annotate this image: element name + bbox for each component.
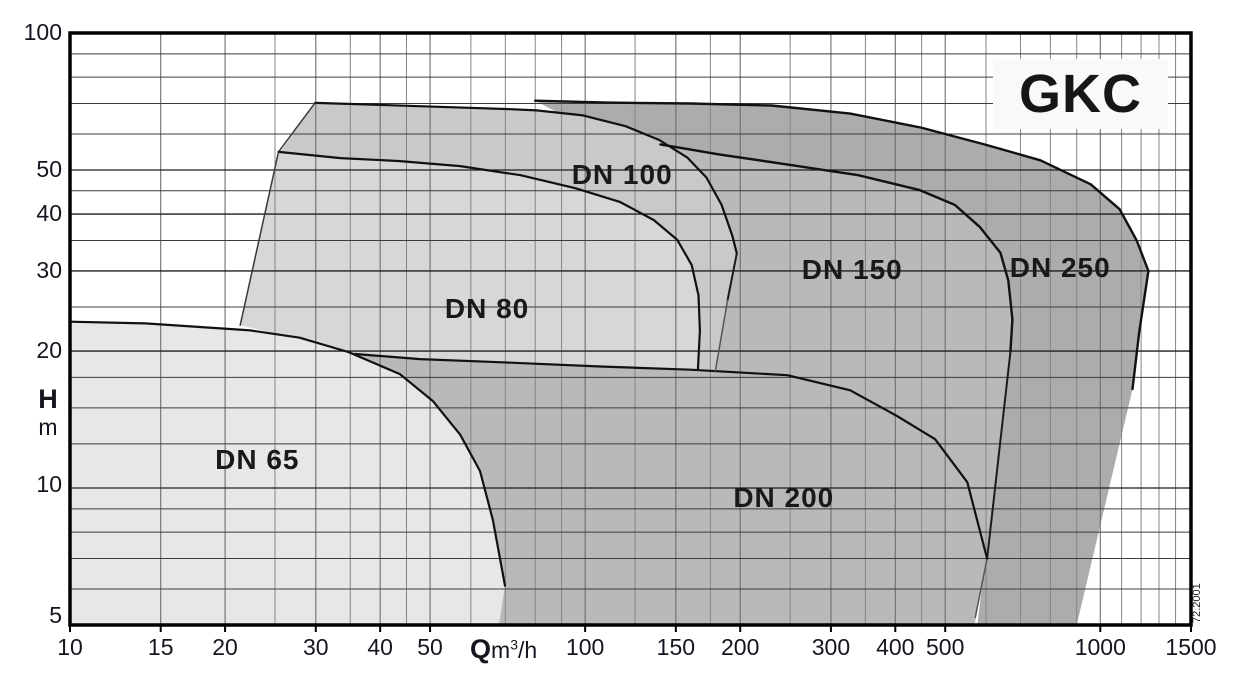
region-boundary-dn200 [354,352,989,560]
plot-frame [68,31,1193,627]
region-boundary-dn100 [277,102,316,153]
region-fill-dn200 [355,354,988,625]
region-fill-dn65 [70,321,505,625]
region-boundary-dn100 [726,252,738,301]
region-boundary-dn150 [974,557,988,618]
region-boundary-dn100 [313,101,738,255]
region-boundary-dn150 [986,351,1012,560]
region-boundary-dn80 [239,151,280,326]
region-boundary-dn65 [68,320,507,587]
region-boundary-dn80 [277,150,701,371]
region-boundary-dn150 [659,143,1014,354]
region-boundary-dn250 [534,99,1150,391]
region-boundary-dn100 [714,299,729,372]
